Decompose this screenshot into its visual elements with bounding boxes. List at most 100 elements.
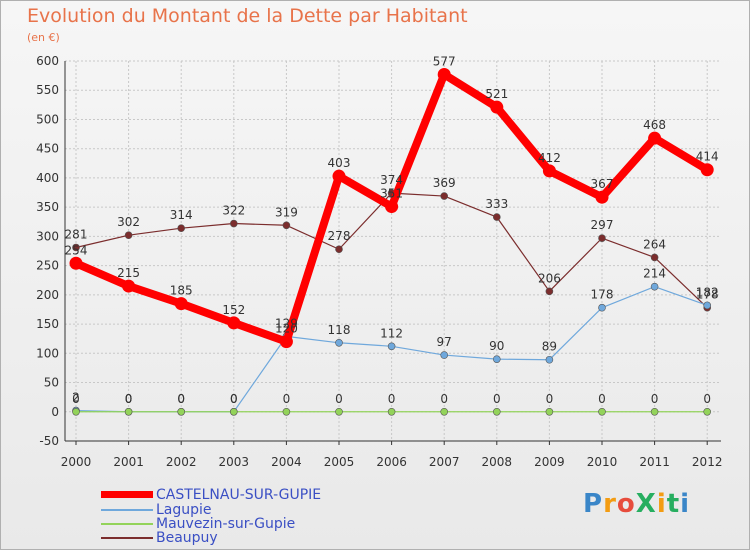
x-tick-label: 2007 — [429, 455, 460, 469]
data-label: 0 — [72, 392, 80, 406]
data-label: 278 — [328, 229, 351, 243]
data-point — [650, 407, 659, 416]
data-point — [385, 200, 399, 214]
data-point — [227, 316, 241, 330]
data-label: 178 — [696, 288, 719, 302]
data-label: 215 — [117, 266, 140, 280]
legend-swatch — [101, 509, 153, 511]
data-label: 0 — [651, 392, 659, 406]
x-tick-label: 2009 — [534, 455, 565, 469]
data-label: 0 — [230, 392, 238, 406]
data-label: 0 — [283, 392, 291, 406]
data-label: 351 — [380, 187, 403, 201]
data-point — [124, 407, 133, 416]
data-label: 468 — [643, 118, 666, 132]
logo-letter: o — [616, 489, 636, 519]
data-label: 374 — [380, 173, 403, 187]
data-label: 0 — [230, 392, 238, 406]
data-point — [387, 407, 396, 416]
data-point — [492, 407, 501, 416]
x-tick-label: 2011 — [639, 455, 670, 469]
data-point — [703, 407, 712, 416]
y-tick-label: 250 — [36, 259, 59, 273]
data-label: 0 — [125, 392, 133, 406]
logo-letter: r — [603, 489, 617, 519]
y-tick-label: 450 — [36, 142, 59, 156]
data-point — [174, 297, 188, 311]
data-point — [492, 355, 501, 363]
proxiti-logo: ProXiti — [583, 489, 690, 519]
series — [69, 67, 714, 416]
data-label: 97 — [437, 335, 452, 349]
axes: -500501001502002503003504004505005506002… — [36, 54, 722, 469]
data-point — [279, 335, 293, 349]
legend-swatch — [101, 523, 153, 525]
data-point — [177, 224, 185, 232]
data-label: 89 — [542, 340, 557, 354]
y-tick-label: 150 — [36, 317, 59, 331]
x-tick-label: 2002 — [166, 455, 197, 469]
data-label: 90 — [489, 339, 504, 353]
data-label: 0 — [335, 392, 343, 406]
x-tick-label: 2000 — [61, 455, 92, 469]
data-point — [335, 407, 343, 416]
legend-label: Mauvezin-sur-Gupie — [156, 516, 296, 532]
data-label: 129 — [275, 316, 298, 330]
plot-area — [65, 61, 721, 441]
data-point — [122, 279, 136, 293]
data-label: 254 — [65, 243, 88, 257]
data-point — [124, 231, 133, 240]
data-label: 112 — [380, 326, 403, 340]
x-tick-label: 2005 — [324, 455, 355, 469]
y-tick-label: -50 — [39, 434, 59, 448]
data-point — [598, 303, 606, 312]
data-point — [387, 342, 396, 351]
x-tick-label: 2001 — [113, 455, 144, 469]
data-label: 319 — [275, 205, 298, 219]
logo-letter: i — [656, 489, 667, 519]
data-point — [595, 190, 609, 204]
data-label: 152 — [222, 303, 245, 317]
data-label: 297 — [591, 218, 614, 232]
x-tick-label: 2012 — [692, 455, 723, 469]
data-label: 214 — [643, 267, 666, 281]
data-point — [72, 243, 80, 252]
x-tick-label: 2006 — [376, 455, 407, 469]
data-label: 314 — [170, 208, 193, 222]
data-point — [650, 253, 659, 262]
data-label: 281 — [65, 227, 88, 241]
data-point — [335, 338, 343, 347]
y-tick-label: 500 — [36, 112, 59, 126]
data-label: 0 — [177, 392, 185, 406]
data-point — [440, 351, 449, 359]
data-label: 120 — [275, 322, 298, 336]
y-tick-label: 400 — [36, 171, 59, 185]
data-point — [332, 169, 346, 183]
data-point — [230, 407, 238, 416]
data-label: 0 — [177, 392, 185, 406]
data-point — [490, 100, 504, 114]
data-label: 333 — [485, 197, 508, 211]
data-label: 0 — [703, 392, 711, 406]
data-point — [492, 213, 501, 221]
data-point — [700, 163, 714, 177]
data-point — [282, 221, 291, 230]
data-label: 0 — [125, 392, 133, 406]
data-point — [69, 256, 83, 270]
data-point — [440, 192, 449, 200]
data-point — [542, 164, 556, 178]
data-point — [648, 131, 662, 145]
data-label: 0 — [388, 392, 396, 406]
y-tick-label: 200 — [36, 288, 59, 302]
legend-swatch — [101, 537, 153, 539]
x-tick-label: 2008 — [482, 455, 513, 469]
data-label: 185 — [170, 284, 193, 298]
data-point — [598, 407, 606, 416]
data-label: 0 — [440, 392, 448, 406]
logo-letter: P — [583, 489, 604, 519]
data-label: 0 — [546, 392, 554, 406]
data-point — [72, 407, 80, 416]
x-tick-label: 2010 — [587, 455, 618, 469]
